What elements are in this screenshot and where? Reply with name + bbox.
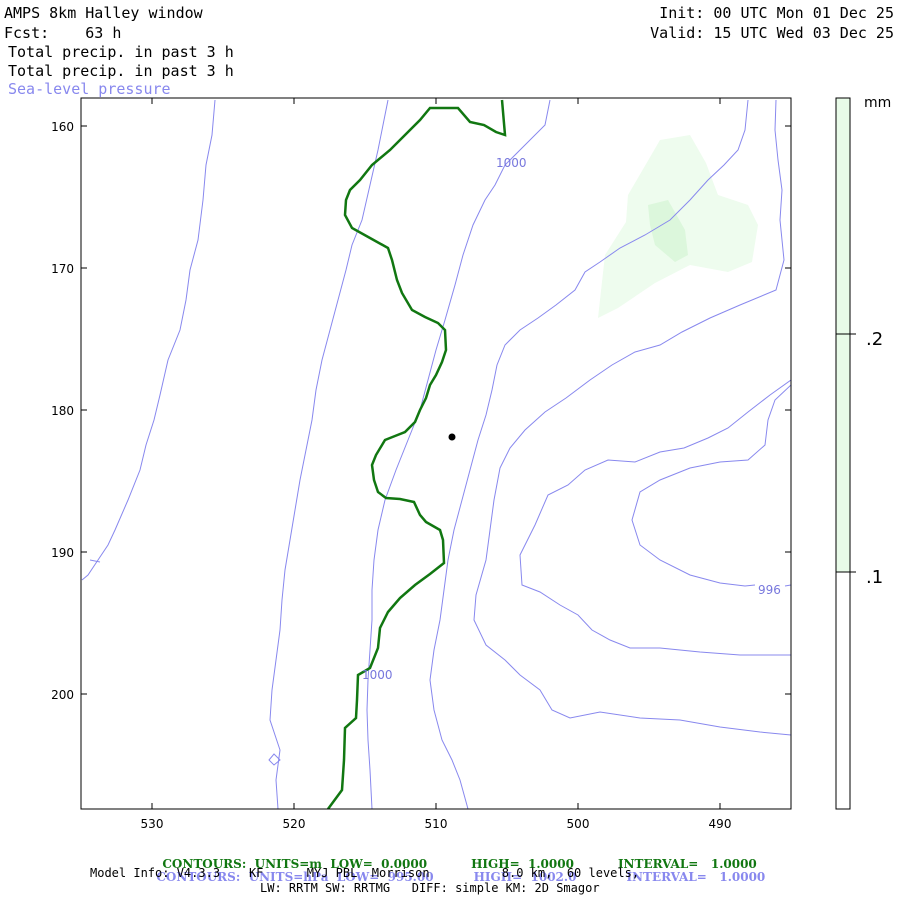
x-tick-label: 530 xyxy=(141,817,164,831)
y-tick-label: 200 xyxy=(51,688,74,702)
x-tick-label: 520 xyxy=(283,817,306,831)
model-info: Model Info: V4.3.3 KF MYJ PBL Morrison 8… xyxy=(90,866,640,880)
field-label-slp: Sea-level pressure xyxy=(8,80,171,98)
y-tick-label: 160 xyxy=(51,120,74,134)
isobar xyxy=(784,584,791,587)
contour-label-1000-top: 1000 xyxy=(496,156,527,170)
precip-shade-dark xyxy=(648,200,688,262)
colorbar-label: .1 xyxy=(866,567,883,588)
contour-info-high: HIGH= 1.0000 xyxy=(471,857,574,871)
contour-info-interval: INTERVAL= 1.0000 xyxy=(626,870,766,884)
isobar xyxy=(519,379,791,656)
contour-info-pressure: CONTOURS: UNITS=hPa LOW= 995.00 HIGH= 100… xyxy=(148,850,765,886)
colorbar xyxy=(835,97,856,810)
field-label-precip-1: Total precip. in past 3 h xyxy=(8,43,234,61)
valid-time: Valid: 15 UTC Wed 03 Dec 25 xyxy=(650,24,894,42)
y-tick-label: 180 xyxy=(51,404,74,418)
contour-info-high: HIGH= 1002.0 xyxy=(473,870,577,884)
contour-info-label: CONTOURS: UNITS=m LOW= 0.0000 xyxy=(162,857,428,871)
isobar xyxy=(89,559,101,563)
colorbar-label: .2 xyxy=(866,329,883,350)
forecast-hour: Fcst: 63 h xyxy=(4,24,122,42)
physics-info: LW: RRTM SW: RRTMG DIFF: simple KM: 2D S… xyxy=(260,881,600,895)
station-marker xyxy=(448,433,456,441)
y-tick-label: 170 xyxy=(51,262,74,276)
contour-info-precip: CONTOURS: UNITS=m LOW= 0.0000 HIGH= 1.000… xyxy=(154,837,757,873)
init-time: Init: 00 UTC Mon 01 Dec 25 xyxy=(659,4,894,22)
y-tick-label: 190 xyxy=(51,546,74,560)
pressure-contours xyxy=(81,99,791,809)
isobar xyxy=(269,99,389,809)
colorbar-unit: mm xyxy=(864,95,891,111)
contour-info-interval: INTERVAL= 1.0000 xyxy=(617,857,757,871)
field-label-precip-2: Total precip. in past 3 h xyxy=(8,62,234,80)
isobar xyxy=(631,384,791,587)
isobar xyxy=(366,99,551,809)
isobar xyxy=(473,99,791,736)
x-axis-ticks xyxy=(151,98,721,809)
x-tick-label: 500 xyxy=(567,817,590,831)
contour-label-1000-bottom: 1000 xyxy=(362,668,393,682)
map-title: AMPS 8km Halley window xyxy=(4,4,203,22)
isobar xyxy=(81,99,216,581)
isobar xyxy=(268,753,281,766)
x-tick-label: 490 xyxy=(709,817,732,831)
contour-label-996: 996 xyxy=(758,583,781,597)
contour-info-label: CONTOURS: UNITS=hPa LOW= 995.00 xyxy=(156,870,434,884)
x-tick-label: 510 xyxy=(425,817,448,831)
y-axis-ticks xyxy=(81,125,791,695)
isobar xyxy=(429,99,749,809)
precip-contour-line xyxy=(326,99,507,809)
